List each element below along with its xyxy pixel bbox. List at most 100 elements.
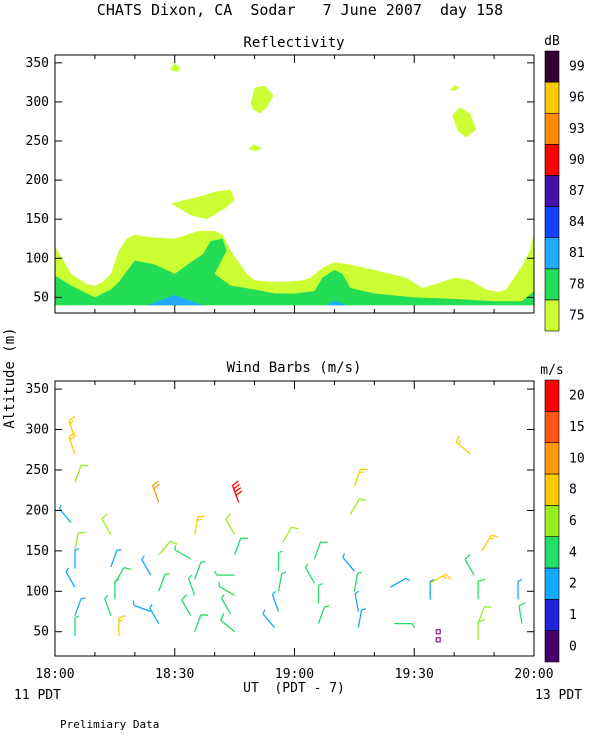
barb-feather <box>278 550 283 554</box>
barb-feather <box>234 487 242 493</box>
barb-feather <box>188 574 193 579</box>
barb-staff <box>221 598 232 615</box>
barb-feather <box>271 590 276 596</box>
barb-staff <box>271 594 280 612</box>
barb-feather <box>455 435 460 443</box>
barb-feather <box>490 534 499 538</box>
wind-barb <box>353 468 368 487</box>
colorbar-tick-label: 84 <box>569 215 585 230</box>
barb-feather <box>101 513 108 520</box>
colorbar-tick-label: 20 <box>569 389 585 404</box>
colorbar-swatch <box>544 567 560 600</box>
wind-barb <box>477 619 486 640</box>
wind-barb <box>68 432 76 455</box>
barb-feather <box>429 578 435 582</box>
wind-barb <box>354 590 360 612</box>
plot-frame <box>54 380 535 657</box>
barb-staff <box>74 598 82 616</box>
barb-feather <box>262 609 266 615</box>
x-tick-label: 20:00 <box>514 667 553 682</box>
barb-staff <box>149 607 160 624</box>
barb-staff <box>141 559 152 576</box>
barb-feather <box>361 608 366 611</box>
barb-feather <box>318 582 323 586</box>
wind-barb <box>477 578 486 600</box>
barb-staff <box>389 577 407 588</box>
barb-feather <box>141 555 145 560</box>
barb-feather <box>200 561 206 563</box>
colorbar-tick-label: 2 <box>569 577 577 592</box>
contour-81-3 <box>146 295 203 306</box>
reflectivity-colorbar: 75 78 81 84 87 90 93 96 99 dB <box>544 34 585 332</box>
barb-staff <box>455 441 471 455</box>
colorbar-swatch <box>544 630 560 663</box>
barb-feather <box>81 597 86 600</box>
barb-staff <box>281 526 293 544</box>
barb-staff <box>101 518 112 536</box>
colorbar-tick-label: 81 <box>569 246 585 261</box>
wind-barb <box>234 537 249 556</box>
reflectivity-patch <box>169 62 181 72</box>
wind-barb <box>389 577 410 588</box>
colorbar-tick-label: 75 <box>569 308 585 323</box>
barb-feather <box>232 480 239 486</box>
barb-staff <box>65 571 76 588</box>
barb-feather <box>281 571 287 575</box>
wind-panel: Wind Barbs (m/s) 5010015020025030035018:… <box>26 360 585 682</box>
wind-barb <box>194 515 206 535</box>
y-tick-label: 100 <box>26 251 49 266</box>
barb-feather <box>359 498 367 502</box>
barb-staff <box>133 604 152 613</box>
barb-feather <box>69 420 74 425</box>
wind-barb <box>218 581 235 596</box>
colorbar-swatch <box>544 50 560 83</box>
y-tick-label: 300 <box>26 423 49 438</box>
wind-barb <box>141 555 152 576</box>
reflectivity-patch <box>250 85 274 114</box>
barb-feather <box>118 615 127 619</box>
colorbar-swatch <box>544 81 560 114</box>
colorbar-tick-label: 78 <box>569 277 585 292</box>
barb-staff <box>353 573 359 592</box>
calm-marker <box>435 637 441 643</box>
barb-feather <box>81 464 89 467</box>
barb-staff <box>194 614 202 632</box>
barb-staff <box>158 540 171 556</box>
barb-feather <box>220 613 225 621</box>
barb-feather <box>164 573 170 576</box>
x-right-note: 13 PDT <box>535 688 582 703</box>
barb-feather <box>153 483 161 490</box>
barb-feather <box>149 603 153 609</box>
barb-staff <box>313 541 322 560</box>
wind-barb <box>220 613 236 633</box>
barb-staff <box>518 605 523 624</box>
barb-staff <box>110 549 118 568</box>
wind-barb <box>317 582 323 604</box>
reflectivity-patch <box>248 144 262 152</box>
colorbar-swatch <box>544 442 560 475</box>
y-tick-label: 250 <box>26 134 49 149</box>
wind-barb <box>74 464 89 483</box>
barb-staff <box>58 508 72 523</box>
y-tick-label: 150 <box>26 544 49 559</box>
colorbar-tick-label: 96 <box>569 91 585 106</box>
barb-feather <box>68 432 76 438</box>
wind-barb <box>281 526 299 544</box>
colorbar-tick-label: 10 <box>569 451 585 466</box>
barb-feather <box>58 504 62 510</box>
barb-feather <box>291 526 299 530</box>
barb-staff <box>429 573 447 584</box>
wind-colorbar: 0 1 2 4 6 8 10 15 20 m/s <box>540 363 585 663</box>
wind-barb <box>158 540 178 556</box>
contour-75-1 <box>170 189 235 220</box>
barb-feather <box>221 594 225 599</box>
barb-feather <box>200 614 209 616</box>
barb-feather <box>104 594 109 600</box>
colorbar-unit: dB <box>544 34 560 49</box>
wind-barb <box>104 594 112 616</box>
wind-barb <box>464 553 475 576</box>
wind-barb <box>174 545 192 560</box>
barb-staff <box>277 573 283 592</box>
colorbar-tick-label: 15 <box>569 420 585 435</box>
y-axis-label: Altitude (m) <box>2 327 18 428</box>
